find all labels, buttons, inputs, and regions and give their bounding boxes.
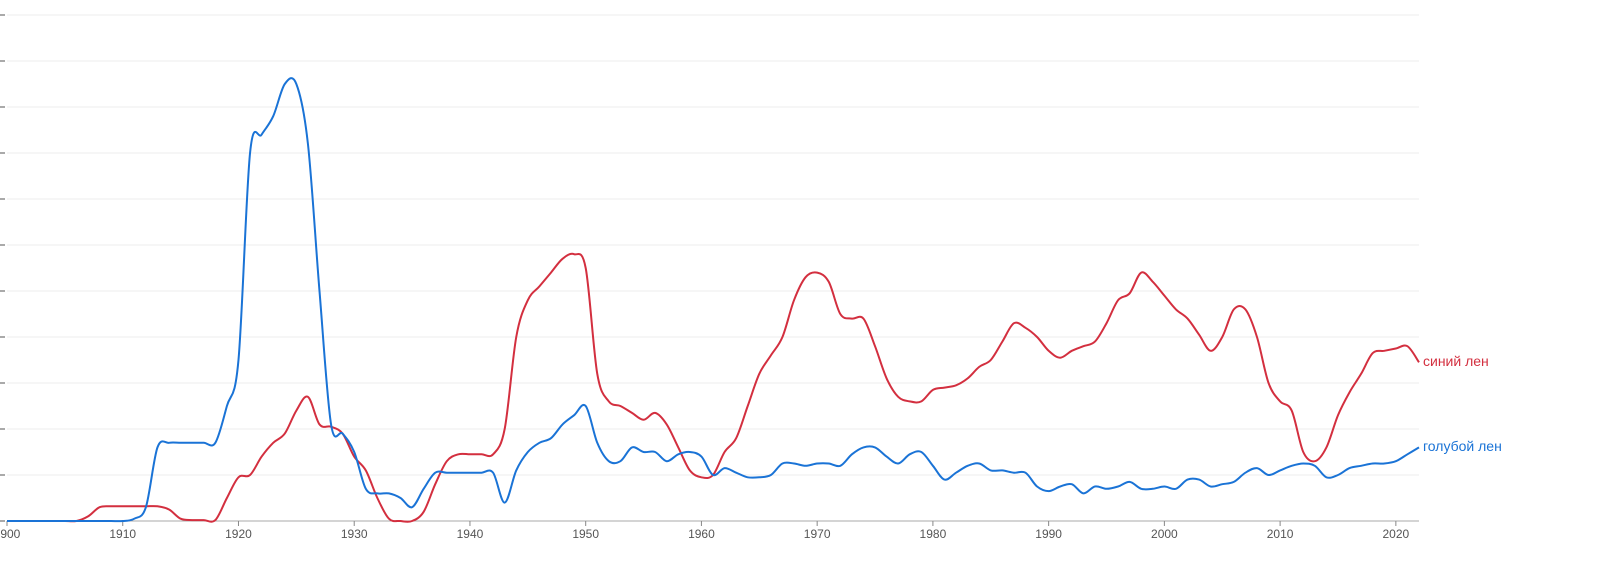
x-tick-label: 1930 <box>341 527 368 541</box>
x-tick-label: 1960 <box>688 527 715 541</box>
x-tick-label: 1920 <box>225 527 252 541</box>
series-label: синий лен <box>1423 353 1489 369</box>
x-tick-label: 1940 <box>457 527 484 541</box>
series-line <box>6 77 1420 523</box>
series-label: голубой лен <box>1423 438 1502 454</box>
series-line <box>6 252 1420 523</box>
x-tick-label: 1900 <box>0 527 21 541</box>
x-tick-label: 1970 <box>804 527 831 541</box>
x-tick-label: 2020 <box>1383 527 1410 541</box>
x-tick-label: 1910 <box>109 527 136 541</box>
x-tick-label: 1990 <box>1035 527 1062 541</box>
x-tick-label: 2010 <box>1267 527 1294 541</box>
x-tick-label: 1950 <box>572 527 599 541</box>
x-tick-label: 2000 <box>1151 527 1178 541</box>
x-tick-label: 1980 <box>920 527 947 541</box>
